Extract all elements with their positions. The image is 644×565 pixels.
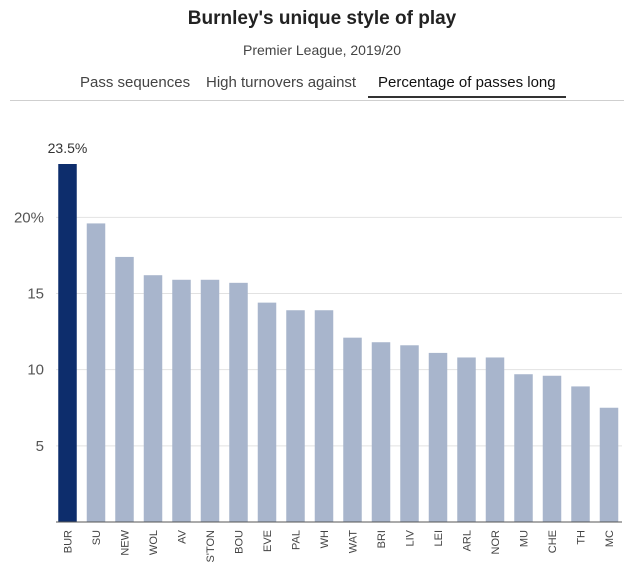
x-tick-label: PAL (291, 530, 303, 550)
bar-liv (400, 345, 419, 522)
x-tick-label: WAT (348, 530, 360, 553)
bar-th (571, 386, 590, 522)
x-tick-label: EVE (262, 530, 274, 552)
bar-bur (58, 164, 77, 522)
y-tick-label: 5 (36, 438, 44, 455)
bar-ston (200, 279, 220, 522)
bar-arl (457, 357, 476, 522)
x-tick-label: TH (576, 530, 588, 545)
y-tick-label: 15 (27, 285, 44, 302)
bar-pal (286, 310, 305, 522)
bar-eve (257, 302, 277, 522)
x-tick-label: ARL (462, 530, 474, 551)
x-tick-label: CHE (547, 530, 559, 553)
y-tick-label: 20% (14, 209, 44, 226)
tab-bar: Pass sequences High turnovers against Pe… (10, 66, 624, 101)
bar-mu (514, 374, 533, 522)
x-tick-label: LEI (433, 530, 445, 547)
tab-pass-sequences[interactable]: Pass sequences (80, 74, 191, 91)
x-tick-label: AV (177, 529, 189, 544)
bar-su (86, 223, 106, 522)
bar-nor (485, 357, 505, 522)
x-tick-label: BRI (376, 530, 388, 548)
bar-wat (343, 337, 362, 522)
x-tick-label: NEW (120, 529, 132, 555)
tab-percentage-of-passes-long[interactable]: Percentage of passes long (368, 74, 566, 98)
x-tick-label: WH (319, 530, 331, 548)
bar-mc (599, 407, 619, 522)
bar-wh (314, 310, 334, 522)
x-tick-label: MC (604, 530, 616, 547)
x-tick-label: BOU (234, 530, 246, 554)
x-tick-label: S'TON (205, 530, 217, 563)
tab-high-turnovers-against[interactable]: High turnovers against (206, 74, 357, 91)
bar-av (172, 279, 191, 522)
x-tick-label: LIV (405, 529, 417, 546)
chart-subtitle: Premier League, 2019/20 (243, 42, 401, 58)
x-tick-label: SU (91, 530, 103, 545)
bar-bou (229, 282, 248, 522)
x-tick-label: MU (519, 530, 531, 547)
y-tick-label: 10 (27, 362, 44, 379)
x-tick-label: BUR (63, 530, 75, 553)
x-tick-label: WOL (148, 530, 160, 555)
x-tick-label: NOR (490, 530, 502, 555)
bar-bri (371, 342, 391, 522)
bar-new (115, 256, 134, 522)
bar-wol (143, 275, 163, 522)
chart-title: Burnley's unique style of play (187, 8, 457, 29)
bar-che (542, 375, 562, 522)
bar-lei (428, 352, 448, 522)
data-label: 23.5% (48, 140, 88, 156)
